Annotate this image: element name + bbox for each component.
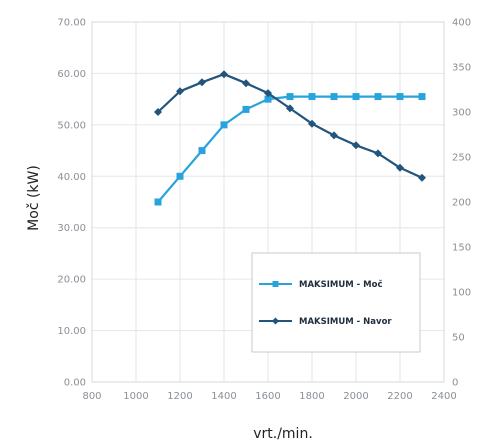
y-left-tick-label: 0.00 <box>64 378 86 389</box>
legend-label-torque: MAKSIMUM - Navor <box>299 317 392 327</box>
data-point-torque <box>396 163 404 172</box>
x-axis: 800 1000 1200 1400 1600 1800 2000 2200 2400 <box>82 391 456 402</box>
y-right-tick-label: 350 <box>452 63 471 74</box>
data-point-torque <box>220 70 228 79</box>
data-point-power <box>176 172 184 180</box>
data-point-torque <box>352 141 360 150</box>
y-right-tick-label: 100 <box>452 288 471 299</box>
left-y-axis: 0.00 10.00 20.00 30.00 40.00 50.00 60.00 70.00 <box>57 18 86 389</box>
y-right-tick-label: 400 <box>452 18 471 29</box>
data-point-torque <box>418 173 426 182</box>
x-tick-label: 2000 <box>343 391 368 402</box>
data-point-power <box>242 105 250 113</box>
series-layer <box>154 70 426 206</box>
data-point-power <box>308 93 316 101</box>
data-point-torque <box>286 104 294 113</box>
y-left-tick-label: 10.00 <box>57 326 86 337</box>
y-left-tick-label: 60.00 <box>57 69 86 80</box>
y-right-tick-label: 250 <box>452 153 471 164</box>
data-point-torque <box>330 131 338 140</box>
y-axis-title: Moč (kW) <box>26 165 42 231</box>
y-left-tick-label: 50.00 <box>57 120 86 131</box>
data-point-torque <box>264 89 272 98</box>
y-left-tick-label: 40.00 <box>57 172 86 183</box>
x-tick-label: 1800 <box>299 391 324 402</box>
x-tick-label: 1200 <box>167 391 192 402</box>
data-point-torque <box>374 149 382 158</box>
right-y-axis: 0 50 100 150 200 250 300 350 400 <box>452 18 471 389</box>
y-right-tick-label: 200 <box>452 198 471 209</box>
y-right-tick-label: 0 <box>452 378 458 389</box>
plot-frame <box>91 21 445 383</box>
data-point-power <box>396 93 404 101</box>
data-point-power <box>198 147 206 155</box>
y-right-tick-label: 150 <box>452 243 471 254</box>
data-point-torque <box>176 87 184 96</box>
data-point-power <box>352 93 360 101</box>
data-point-power <box>374 93 382 101</box>
x-tick-label: 1400 <box>211 391 236 402</box>
y-right-tick-label: 300 <box>452 108 471 119</box>
data-point-power <box>264 95 272 103</box>
data-point-power <box>330 93 338 101</box>
legend: MAKSIMUM - Moč MAKSIMUM - Navor <box>251 252 421 353</box>
x-axis-title: vrt./min. <box>253 426 313 442</box>
legend-marker-power <box>272 281 279 287</box>
data-point-torque <box>308 119 316 128</box>
y-left-tick-label: 30.00 <box>57 223 86 234</box>
legend-label-power: MAKSIMUM - Moč <box>299 279 383 290</box>
x-tick-label: 1600 <box>255 391 280 402</box>
data-point-torque <box>242 79 250 88</box>
y-left-tick-label: 20.00 <box>57 275 86 286</box>
legend-box <box>251 252 421 353</box>
legend-marker-torque <box>272 317 279 325</box>
series-line-torque <box>157 73 423 179</box>
x-tick-label: 2200 <box>387 391 412 402</box>
y-left-tick-label: 70.00 <box>57 18 86 29</box>
data-point-power <box>154 198 162 206</box>
x-tick-label: 800 <box>82 391 101 402</box>
series-line-power <box>157 95 422 203</box>
x-tick-label: 1000 <box>123 391 148 402</box>
data-point-torque <box>154 108 162 116</box>
data-point-power <box>418 93 426 101</box>
data-point-power <box>220 121 228 129</box>
y-right-tick-label: 50 <box>452 333 465 344</box>
x-tick-label: 2400 <box>431 391 456 402</box>
data-point-torque <box>198 78 206 87</box>
data-point-power <box>286 93 294 101</box>
plot-area-border <box>91 21 445 383</box>
